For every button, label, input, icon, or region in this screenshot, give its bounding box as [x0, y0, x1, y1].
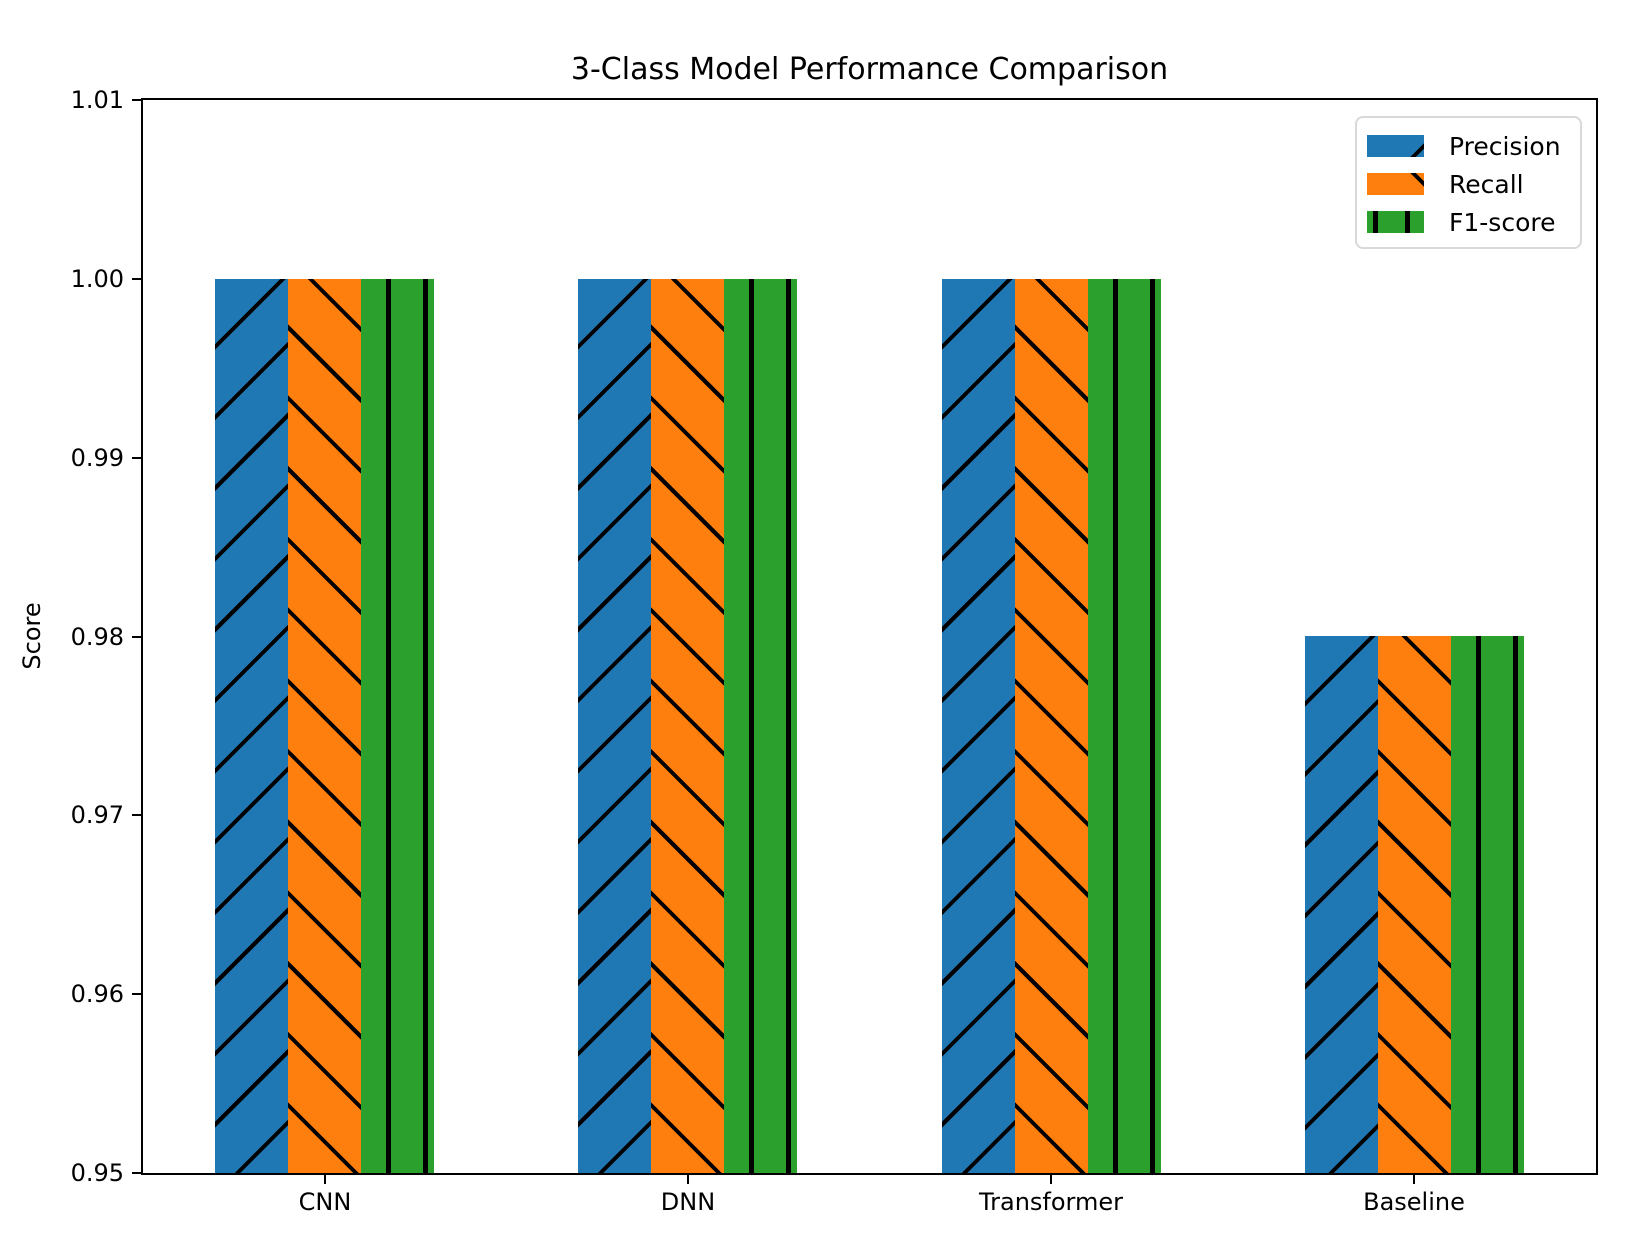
- legend-swatch-precision: [1367, 135, 1424, 157]
- y-tick-label: 0.96: [70, 980, 124, 1008]
- y-tick-mark: [132, 993, 141, 995]
- legend-label: Recall: [1449, 169, 1524, 199]
- x-tick-label: Baseline: [1363, 1188, 1465, 1216]
- legend-swatch-f1-score: [1367, 211, 1424, 233]
- x-tick-mark: [324, 1175, 326, 1184]
- legend-entry: Recall: [1367, 165, 1580, 203]
- plot-area-frame: [141, 98, 1598, 1175]
- bar-f1-score-transformer: [1088, 279, 1161, 1173]
- bar-f1-score-cnn: [361, 279, 434, 1173]
- bar-recall-cnn: [288, 279, 361, 1173]
- y-tick-label: 0.99: [70, 444, 124, 472]
- legend-label: F1-score: [1449, 207, 1556, 237]
- y-tick-mark: [132, 1172, 141, 1174]
- bar-recall-transformer: [1015, 279, 1088, 1173]
- x-tick-label: Transformer: [978, 1188, 1124, 1216]
- y-tick-label: 0.97: [70, 801, 124, 829]
- legend: Precision Recall F1-score: [1355, 116, 1582, 249]
- y-tick-label: 0.98: [70, 623, 124, 651]
- x-tick-mark: [1413, 1175, 1415, 1184]
- plot-area: [143, 100, 1596, 1173]
- chart-title: 3-Class Model Performance Comparison: [570, 52, 1169, 87]
- bar-precision-dnn: [578, 279, 651, 1173]
- bar-precision-baseline: [1305, 636, 1378, 1173]
- y-tick-mark: [132, 636, 141, 638]
- legend-swatch-recall: [1367, 173, 1424, 195]
- y-tick-mark: [132, 814, 141, 816]
- x-tick-mark: [687, 1175, 689, 1184]
- bar-f1-score-dnn: [724, 279, 797, 1173]
- bar-f1-score-baseline: [1451, 636, 1524, 1173]
- y-tick-label: 1.00: [70, 265, 124, 293]
- y-tick-label: 1.01: [70, 86, 124, 114]
- bar-recall-baseline: [1378, 636, 1451, 1173]
- y-tick-mark: [132, 457, 141, 459]
- bar-precision-cnn: [215, 279, 288, 1173]
- y-tick-mark: [132, 278, 141, 280]
- bar-precision-transformer: [942, 279, 1015, 1173]
- bar-recall-dnn: [651, 279, 724, 1173]
- legend-entry: Precision: [1367, 127, 1580, 165]
- y-tick-mark: [132, 99, 141, 101]
- y-tick-label: 0.95: [70, 1159, 124, 1187]
- x-tick-label: CNN: [298, 1188, 352, 1216]
- legend-label: Precision: [1449, 131, 1561, 161]
- x-tick-mark: [1050, 1175, 1052, 1184]
- legend-entry: F1-score: [1367, 203, 1580, 241]
- x-tick-label: DNN: [660, 1188, 716, 1216]
